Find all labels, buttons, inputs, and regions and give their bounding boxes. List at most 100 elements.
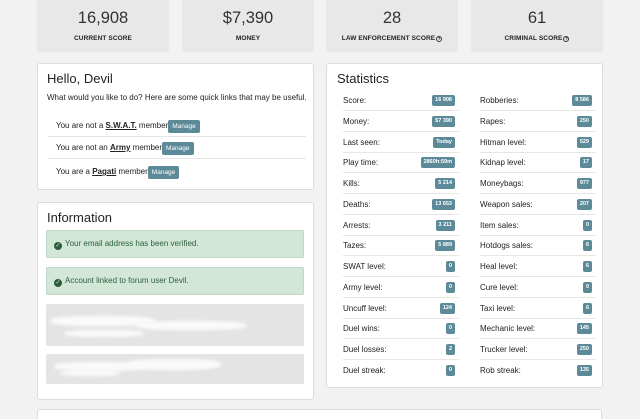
- stat-label: Moneybags:: [480, 179, 524, 188]
- check-circle-icon: ✓: [54, 279, 62, 287]
- stat-value-badge: Today: [433, 136, 455, 148]
- stat-label: Arrests:: [343, 220, 371, 230]
- stat-label: Play time:: [343, 158, 379, 168]
- stat-row: Deaths: 13 653: [343, 194, 459, 215]
- manage-swat-button[interactable]: Manage: [168, 120, 200, 133]
- stat-label: Item sales:: [480, 220, 519, 230]
- stat-value-badge: 5 889: [435, 240, 455, 252]
- stat-label: Robberies:: [480, 96, 519, 105]
- help-icon[interactable]: ?: [436, 36, 443, 42]
- stat-value-badge: 250: [576, 115, 592, 127]
- stat-value-badge: 145: [576, 323, 592, 335]
- hello-intro: What would you like to do? Here are some…: [47, 93, 307, 102]
- stat-value-badge: 13 653: [432, 198, 455, 210]
- stat-row: Cure level: 0: [480, 277, 596, 298]
- manage-army-button[interactable]: Manage: [162, 142, 194, 155]
- stat-value-badge: 250: [576, 344, 592, 355]
- stat-label: Cure level:: [480, 282, 519, 292]
- stat-row: Army level: 0: [343, 277, 459, 298]
- statistics-title: Statistics: [337, 71, 390, 86]
- stat-value-badge: 6: [582, 240, 592, 252]
- stat-label: Kidnap level:: [480, 158, 526, 168]
- stat-label: Hotdogs sales:: [480, 241, 533, 251]
- current-score-card: 16,908 CURRENT SCORE: [37, 0, 169, 52]
- swat-link[interactable]: S.W.A.T.: [105, 121, 137, 130]
- stat-value-badge: 6: [582, 302, 592, 314]
- hello-panel: Hello, Devil What would you like to do? …: [37, 63, 314, 190]
- stat-value-badge: 17: [579, 157, 592, 169]
- stat-label: Duel losses:: [343, 345, 387, 354]
- stat-row: Hitman level: 529: [480, 132, 596, 153]
- stat-row: Rapes: 250: [480, 111, 596, 132]
- help-icon[interactable]: ?: [563, 36, 570, 42]
- law-enforcement-score-label: LAW ENFORCEMENT SCORE?: [341, 35, 443, 42]
- stat-row: Hotdogs sales: 6: [480, 235, 596, 257]
- stat-value-badge: 0: [582, 219, 592, 231]
- stat-value-badge: 207: [576, 198, 592, 210]
- stat-value-badge: 529: [576, 136, 592, 148]
- stat-value-badge: 16 908: [432, 95, 455, 106]
- army-membership-row: You are not an Army member Manage: [48, 137, 306, 159]
- stat-row: Heal level: 6: [480, 256, 596, 277]
- stat-label: SWAT level:: [343, 262, 386, 271]
- stat-label: Tazes:: [343, 241, 367, 251]
- information-title: Information: [47, 210, 113, 225]
- stat-row: Score: 16 908: [343, 90, 459, 111]
- stat-row: Mechanic level: 145: [480, 318, 596, 340]
- stat-row: Play time: 2860h:59m: [343, 152, 459, 174]
- stat-value-badge: 0: [445, 364, 455, 376]
- stat-row: Duel streak: 0: [343, 360, 459, 381]
- swat-membership-row: You are not a S.W.A.T. member Manage: [48, 115, 306, 137]
- forum-linked-alert: ✓ Account linked to forum user Devil.: [46, 267, 304, 295]
- stat-label: Rapes:: [480, 116, 506, 126]
- stat-value-badge: 6: [582, 261, 592, 272]
- stat-row: Item sales: 0: [480, 215, 596, 236]
- stat-row: Duel losses: 2: [343, 339, 459, 360]
- information-panel: Information ✓ Your email address has been…: [37, 202, 314, 400]
- stat-value-badge: 124: [439, 302, 455, 314]
- check-circle-icon: ✓: [54, 242, 62, 250]
- stat-value-badge: 0: [445, 323, 455, 335]
- stat-label: Last seen:: [343, 137, 380, 147]
- manage-pagati-button[interactable]: Manage: [147, 166, 180, 179]
- law-enforcement-score-value: 28: [382, 9, 402, 27]
- stat-value-badge: 8 586: [572, 95, 592, 106]
- stat-row: Kills: 5 214: [343, 173, 459, 194]
- stat-value-badge: 3 211: [435, 219, 455, 231]
- bottom-panel: [37, 409, 602, 419]
- stat-value-badge: 2860h:59m: [420, 157, 455, 169]
- current-score-label: CURRENT SCORE: [74, 35, 132, 42]
- stat-label: Weapon sales:: [480, 199, 533, 209]
- stat-row: SWAT level: 0: [343, 256, 459, 277]
- stat-label: Mechanic level:: [480, 324, 536, 334]
- hello-title: Hello, Devil: [47, 71, 113, 86]
- stat-value-badge: 0: [582, 281, 592, 293]
- stat-value-badge: 0: [445, 281, 455, 293]
- pagati-membership-row: You are a Pagati member Manage: [48, 161, 306, 183]
- stat-label: Trucker level:: [480, 345, 528, 354]
- criminal-score-value: 61: [527, 9, 547, 27]
- stat-row: Uncuff level: 124: [343, 298, 459, 319]
- stat-row: Taxi level: 6: [480, 298, 596, 319]
- stat-label: Deaths:: [343, 199, 371, 209]
- email-verified-alert: ✓ Your email address has been verified.: [46, 230, 304, 258]
- stat-value-badge: 0: [445, 261, 455, 272]
- stat-label: Uncuff level:: [343, 303, 387, 313]
- redacted-info-box: [46, 354, 304, 384]
- stat-row: Trucker level: 250: [480, 339, 596, 360]
- money-value: $7,390: [222, 9, 274, 27]
- redacted-info-box: [46, 304, 304, 346]
- stat-value-badge: 5 214: [435, 178, 455, 189]
- stat-label: Heal level:: [480, 262, 518, 271]
- army-link[interactable]: Army: [109, 143, 131, 152]
- pagati-link[interactable]: Pagati: [92, 167, 117, 176]
- stat-label: Army level:: [343, 282, 383, 292]
- stat-label: Duel streak:: [343, 365, 386, 375]
- stat-label: Hitman level:: [480, 137, 527, 147]
- criminal-score-label: CRIMINAL SCORE?: [504, 35, 570, 42]
- stat-row: Robberies: 8 586: [480, 90, 596, 111]
- stat-label: Taxi level:: [480, 303, 516, 313]
- stat-row: Kidnap level: 17: [480, 152, 596, 174]
- stat-label: Score:: [343, 96, 367, 105]
- criminal-score-card: 61 CRIMINAL SCORE?: [471, 0, 603, 52]
